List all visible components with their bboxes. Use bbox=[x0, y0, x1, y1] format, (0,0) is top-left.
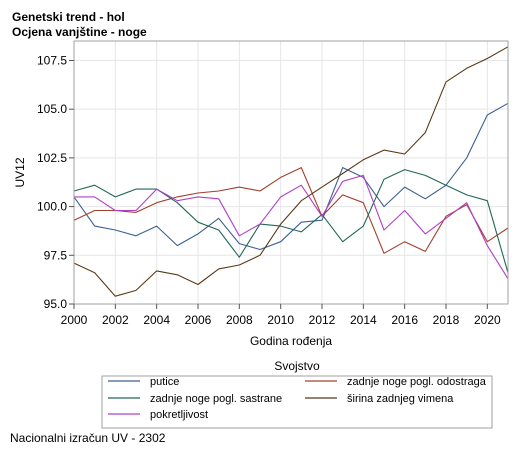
x-tick-label: 2018 bbox=[433, 313, 460, 327]
x-tick-label: 2020 bbox=[474, 313, 501, 327]
series-line bbox=[73, 167, 509, 254]
y-tick-label: 95.0 bbox=[44, 297, 68, 311]
x-tick-label: 2000 bbox=[61, 313, 88, 327]
series-line bbox=[74, 174, 509, 279]
x-axis-label: Godina rođenja bbox=[250, 334, 332, 348]
x-tick-label: 2004 bbox=[143, 313, 170, 327]
chart-title: Genetski trend - hol bbox=[12, 10, 125, 24]
legend-label: putice bbox=[150, 376, 179, 388]
x-tick-label: 2016 bbox=[391, 313, 418, 327]
x-tick-label: 2014 bbox=[350, 313, 377, 327]
series-line bbox=[73, 102, 509, 251]
y-tick-label: 105.0 bbox=[37, 102, 67, 116]
legend-box bbox=[101, 375, 493, 429]
legend-label: zadnje noge pogl. odostraga bbox=[347, 376, 487, 388]
y-tick-label: 107.5 bbox=[37, 53, 67, 67]
y-tick-label: 100.0 bbox=[37, 200, 67, 214]
footer-note: Nacionalni izračun UV - 2302 bbox=[10, 431, 166, 445]
series-line bbox=[73, 169, 509, 273]
y-tick-label: 97.5 bbox=[44, 248, 68, 262]
x-tick-label: 2010 bbox=[267, 313, 294, 327]
legend-label: zadnje noge pogl. sastrane bbox=[150, 393, 282, 405]
x-tick-label: 2008 bbox=[226, 313, 253, 327]
y-axis-label: UV12 bbox=[13, 157, 27, 187]
chart-subtitle: Ocjena vanjštine - noge bbox=[12, 25, 147, 39]
legend-title: Svojstvo bbox=[274, 359, 320, 373]
x-tick-label: 2012 bbox=[309, 313, 336, 327]
x-tick-label: 2002 bbox=[102, 313, 129, 327]
plot-frame bbox=[73, 40, 509, 305]
series-line bbox=[73, 46, 509, 297]
y-tick-label: 102.5 bbox=[37, 151, 67, 165]
legend-label: širina zadnjeg vimena bbox=[347, 393, 454, 405]
legend-label: pokretljivost bbox=[150, 409, 208, 421]
x-tick-label: 2006 bbox=[185, 313, 212, 327]
